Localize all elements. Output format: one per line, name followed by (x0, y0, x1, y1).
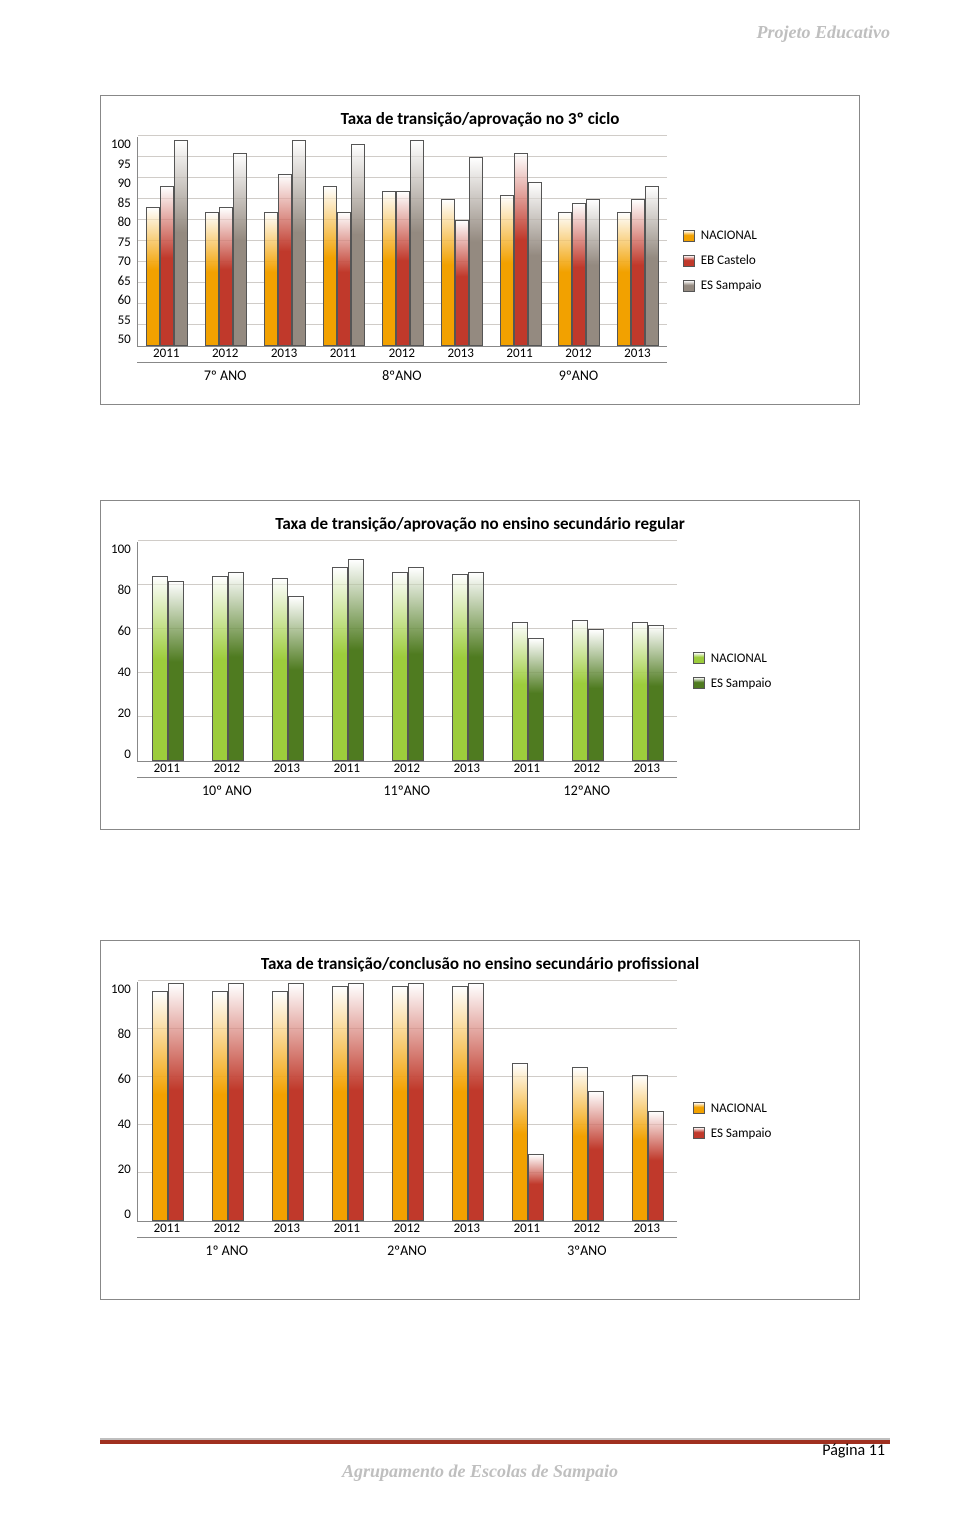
bar (452, 986, 468, 1221)
x-axis-groups: 1º ANO2ºANO3ºANO (137, 1235, 677, 1259)
bar (160, 186, 174, 346)
bar (500, 195, 514, 346)
bar (632, 622, 648, 761)
bar (288, 983, 304, 1221)
x-axis-years: 201120122013201120122013201120122013 (137, 1222, 677, 1235)
bar (588, 1091, 604, 1221)
bar (408, 567, 424, 761)
bar (212, 991, 228, 1221)
bar (152, 991, 168, 1221)
bar (452, 574, 468, 761)
bar (228, 983, 244, 1221)
bar (278, 174, 292, 346)
bar (168, 581, 184, 761)
y-axis: 100806040200 (111, 542, 137, 762)
bar (323, 186, 337, 346)
bar (272, 578, 288, 761)
bar (351, 144, 365, 346)
plot-area (137, 542, 677, 762)
bar (648, 1111, 664, 1221)
bar (212, 576, 228, 761)
legend: NACIONAL ES Sampaio (677, 982, 772, 1259)
bar (396, 191, 410, 346)
bar (337, 212, 351, 346)
y-axis: 10095908580757065605550 (111, 137, 137, 347)
bar (392, 572, 408, 761)
chart-title: Taxa de transição/aprovação no 3º ciclo (101, 96, 859, 129)
bar (441, 199, 455, 346)
bar (348, 983, 364, 1221)
x-axis-groups: 10º ANO11ºANO12ºANO (137, 775, 677, 799)
bar (392, 986, 408, 1221)
chart3-box: Taxa de transição/conclusão no ensino se… (100, 940, 860, 1300)
footer-rule (100, 1438, 890, 1444)
bar (632, 1075, 648, 1221)
bar (572, 1067, 588, 1221)
legend-item: EB Castelo (683, 253, 762, 268)
x-axis-years: 201120122013201120122013201120122013 (137, 762, 677, 775)
page-header: Projeto Educativo (757, 22, 891, 43)
bar (512, 1063, 528, 1221)
bar (631, 199, 645, 346)
legend-item: NACIONAL (693, 1101, 772, 1116)
bar (219, 207, 233, 346)
bar (469, 157, 483, 346)
chart1-box: Taxa de transição/aprovação no 3º ciclo 1… (100, 95, 860, 405)
bar (648, 625, 664, 761)
bar (332, 567, 348, 761)
bar (382, 191, 396, 346)
bar (455, 220, 469, 346)
chart-title: Taxa de transição/aprovação no ensino se… (101, 501, 859, 534)
bar (572, 203, 586, 346)
bar (168, 983, 184, 1221)
bar (264, 212, 278, 346)
bar (572, 620, 588, 761)
bar (292, 140, 306, 346)
bar (152, 576, 168, 761)
legend-item: NACIONAL (683, 228, 762, 243)
bar (205, 212, 219, 346)
legend: NACIONAL EB Castelo ES Sampaio (667, 137, 762, 384)
legend-item: ES Sampaio (693, 1126, 772, 1141)
footer-text: Agrupamento de Escolas de Sampaio (0, 1461, 960, 1482)
bar (288, 596, 304, 761)
chart2-box: Taxa de transição/aprovação no ensino se… (100, 500, 860, 830)
bar (514, 153, 528, 346)
bar (146, 207, 160, 346)
bar (468, 572, 484, 761)
bar (174, 140, 188, 346)
chart-title: Taxa de transição/conclusão no ensino se… (101, 941, 859, 974)
bar (512, 622, 528, 761)
bar (348, 559, 364, 761)
bar (617, 212, 631, 346)
legend-item: ES Sampaio (693, 676, 772, 691)
bar (233, 153, 247, 346)
x-axis-years: 201120122013201120122013201120122013 (137, 347, 667, 360)
plot-area (137, 982, 677, 1222)
bar (588, 629, 604, 761)
legend-item: ES Sampaio (683, 278, 762, 293)
bar (408, 983, 424, 1221)
bar (645, 186, 659, 346)
bar (272, 991, 288, 1221)
bar (558, 212, 572, 346)
bar (468, 983, 484, 1221)
legend: NACIONAL ES Sampaio (677, 542, 772, 799)
bar (528, 182, 542, 346)
bar (528, 1154, 544, 1221)
bar (528, 638, 544, 761)
bar (228, 572, 244, 761)
legend-item: NACIONAL (693, 651, 772, 666)
x-axis-groups: 7º ANO8ºANO9ºANO (137, 360, 667, 384)
bar (410, 140, 424, 346)
page-number: Página 11 (822, 1441, 885, 1460)
plot-area (137, 137, 667, 347)
bar (332, 986, 348, 1221)
y-axis: 100806040200 (111, 982, 137, 1222)
bar (586, 199, 600, 346)
